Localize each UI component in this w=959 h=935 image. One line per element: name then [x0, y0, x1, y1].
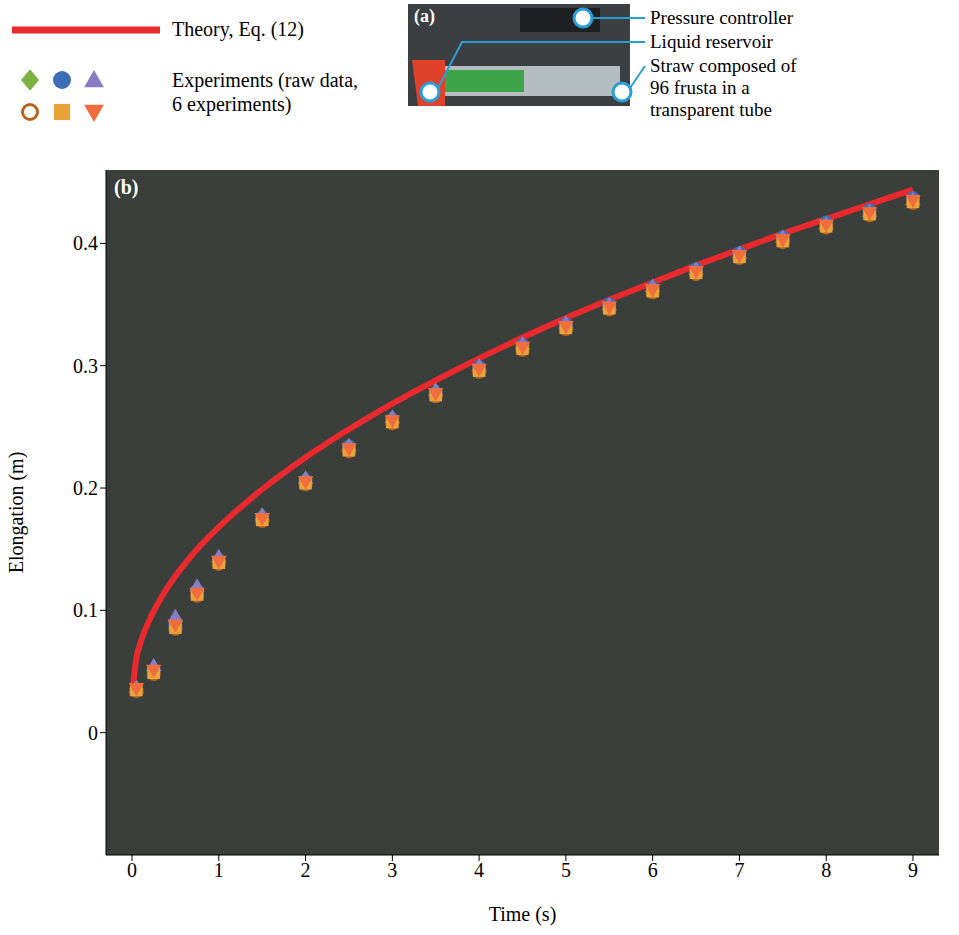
svg-text:0.2: 0.2 [73, 477, 98, 499]
svg-text:9: 9 [908, 859, 918, 881]
svg-text:1: 1 [214, 859, 224, 881]
html-text:Straw composed of 96 frusta in: Straw composed of 96 frusta in a transpa… [650, 55, 797, 120]
svg-text:0: 0 [127, 859, 137, 881]
html-text:(a): (a) [414, 6, 435, 26]
svg-text:6: 6 [648, 859, 658, 881]
html-text:Theory, Eq. (12): Theory, Eq. (12) [172, 18, 304, 40]
svg-text:8: 8 [821, 859, 831, 881]
html-text:(b): (b) [114, 176, 139, 198]
html-text:Pressure controller: Pressure controller [650, 7, 793, 28]
svg-text:Time (s): Time (s) [489, 903, 557, 926]
svg-text:4: 4 [474, 859, 484, 881]
svg-text:0.4: 0.4 [73, 232, 98, 254]
svg-text:7: 7 [734, 859, 744, 881]
svg-text:2: 2 [301, 859, 311, 881]
svg-text:0.1: 0.1 [73, 599, 98, 621]
html-text:Experiments (raw data, 6 exper: Experiments (raw data, 6 experiments) [172, 69, 358, 115]
svg-text:5: 5 [561, 859, 571, 881]
html-text:Liquid reservoir: Liquid reservoir [650, 31, 773, 52]
svg-text:3: 3 [387, 859, 397, 881]
svg-text:0.3: 0.3 [73, 355, 98, 377]
svg-text:Elongation (m): Elongation (m) [5, 452, 28, 574]
svg-text:0: 0 [88, 722, 98, 744]
